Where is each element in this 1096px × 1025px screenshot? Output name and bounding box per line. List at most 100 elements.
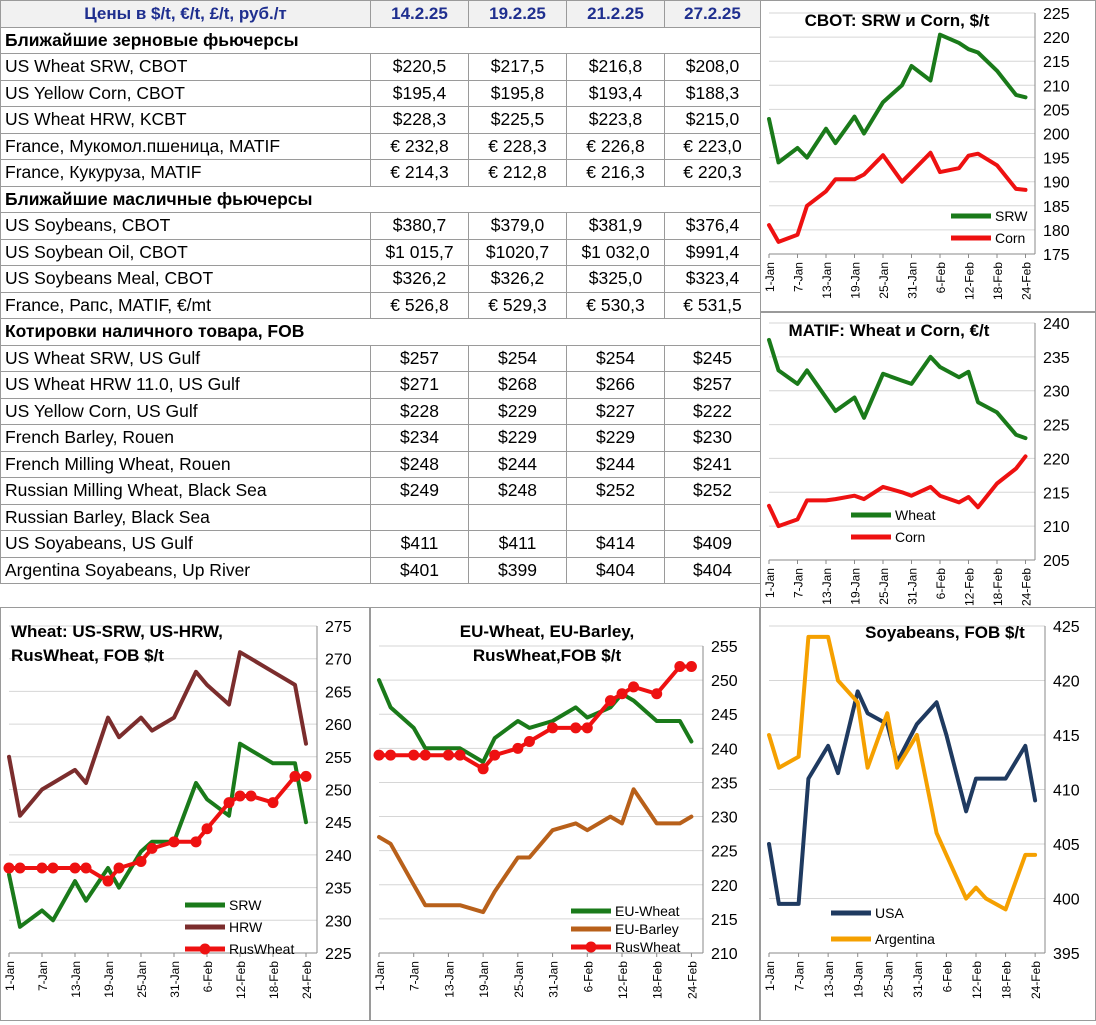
- legend-label: Argentina: [875, 931, 935, 947]
- data-point-ruswheat: [523, 736, 535, 748]
- chart-matif-panel: 205 210 215 220 225 230 235 240 1-Jan 7-Jan 13-Jan…: [760, 312, 1096, 608]
- series-line-srw: [767, 32, 1028, 165]
- table-row: US Soyabeans, US Gulf $411 $411 $414 $409: [0, 530, 761, 558]
- price-cell: $254: [566, 344, 665, 372]
- x-tick-label: 12-Feb: [234, 961, 248, 999]
- data-point-ruswheat: [190, 836, 202, 848]
- price-cell: $266: [566, 371, 665, 399]
- price-cell: $326,2: [370, 265, 469, 293]
- x-tick-label: 19-Jan: [849, 568, 863, 605]
- y-tick-label: 235: [325, 881, 352, 898]
- price-cell: $222: [664, 397, 761, 425]
- x-tick-label: 6-Feb: [201, 961, 215, 993]
- data-point-ruswheat: [289, 770, 301, 782]
- price-cell: $228,3: [370, 106, 469, 134]
- row-label: US Soybeans Meal, CBOT: [0, 265, 371, 293]
- price-cell: € 214,3: [370, 159, 469, 187]
- price-cell: $249: [370, 477, 469, 505]
- x-tick-label: 13-Jan: [820, 262, 834, 299]
- price-cell: $193,4: [566, 79, 665, 107]
- data-point-ruswheat: [14, 862, 26, 874]
- price-cell: $229: [468, 424, 567, 452]
- price-cell: $220,5: [370, 53, 469, 81]
- x-tick-label: 18-Feb: [267, 961, 281, 999]
- data-point-ruswheat: [385, 749, 397, 761]
- price-cell: $230: [664, 424, 761, 452]
- data-point-ruswheat: [267, 797, 279, 809]
- x-tick-label: 12-Feb: [616, 961, 630, 999]
- y-tick-label: 230: [711, 810, 738, 827]
- y-tick-label: 220: [1043, 30, 1070, 47]
- row-label: US Soyabeans, US Gulf: [0, 530, 371, 558]
- series-line-corn: [767, 150, 1028, 244]
- series-line-eu-wheat: [377, 678, 694, 764]
- price-cell: $245: [664, 344, 761, 372]
- table-row: Russian Milling Wheat, Black Sea $249 $248…: [0, 477, 761, 505]
- data-point-ruswheat: [581, 722, 593, 734]
- price-cell: $252: [566, 477, 665, 505]
- price-cell: € 232,8: [370, 132, 469, 160]
- y-tick-label: 405: [1053, 837, 1080, 854]
- x-tick-label: 25-Jan: [135, 961, 149, 998]
- y-tick-label: 215: [1043, 485, 1070, 502]
- table-header-date: 14.2.25: [370, 0, 469, 28]
- legend-label: RusWheat: [229, 941, 294, 957]
- price-cell: $195,4: [370, 79, 469, 107]
- table-header-row: Цены в $/t, €/t, £/t, руб./т 14.2.25 19.2.…: [0, 0, 761, 28]
- x-tick-label: 19-Jan: [852, 961, 866, 998]
- price-cell: € 220,3: [664, 159, 761, 187]
- y-tick-label: 210: [711, 946, 738, 963]
- table-row: US Wheat HRW, KCBT $228,3 $225,5 $223,8 $215…: [0, 106, 761, 134]
- y-tick-label: 250: [325, 783, 352, 800]
- data-point-ruswheat: [651, 688, 663, 700]
- price-cell: € 216,3: [566, 159, 665, 187]
- table-row: France, Мукомол.пшеница, MATIF € 232,8 € 2…: [0, 132, 761, 160]
- price-cell: $208,0: [664, 53, 761, 81]
- row-label: US Wheat HRW, KCBT: [0, 106, 371, 134]
- chart-wheat-fob-panel: 225 230 235 240 245 250 255 260 265 270 275 1-Jan 7-…: [0, 607, 370, 1021]
- price-cell: $1 015,7: [370, 238, 469, 266]
- table-row: US Soybean Oil, CBOT $1 015,7 $1020,7 $1 03…: [0, 238, 761, 266]
- price-cell: $380,7: [370, 212, 469, 240]
- row-label: US Soybean Oil, CBOT: [0, 238, 371, 266]
- data-point-ruswheat: [3, 862, 15, 874]
- y-tick-label: 185: [1043, 199, 1070, 216]
- table-section-row: Котировки наличного товара, FOB: [0, 318, 761, 346]
- price-cell: $215,0: [664, 106, 761, 134]
- x-tick-label: 25-Jan: [512, 961, 526, 998]
- chart-wheat-fob: 225 230 235 240 245 250 255 260 265 270 275 1-Jan 7-…: [3, 619, 352, 999]
- price-cell: $248: [468, 477, 567, 505]
- y-tick-label: 205: [1043, 553, 1070, 570]
- price-cell: $234: [370, 424, 469, 452]
- data-point-ruswheat: [408, 749, 420, 761]
- legend-label: SRW: [995, 208, 1028, 224]
- table-row: France, Рапс, MATIF, €/mt € 526,8 € 529,3 €…: [0, 291, 761, 319]
- data-point-ruswheat: [69, 862, 81, 874]
- y-tick-label: 220: [1043, 451, 1070, 468]
- price-cell: $257: [664, 371, 761, 399]
- chart-eu-fob: 210 215 220 225 230 235 240 245 250 255 1-Jan 7-Jan…: [373, 622, 738, 999]
- row-label: US Wheat SRW, US Gulf: [0, 344, 371, 372]
- y-tick-label: 420: [1053, 674, 1080, 691]
- chart-soy-fob-panel: 395 400 405 410 415 420 425 1-Jan 7-Jan 13-Jan 19-…: [760, 607, 1096, 1021]
- x-tick-label: 6-Feb: [940, 961, 954, 993]
- data-point-ruswheat: [373, 749, 385, 761]
- x-tick-label: 24-Feb: [300, 961, 314, 999]
- row-label: US Wheat SRW, CBOT: [0, 53, 371, 81]
- row-label: France, Кукуруза, MATIF: [0, 159, 371, 187]
- data-point-ruswheat: [168, 836, 180, 848]
- y-tick-label: 260: [325, 717, 352, 734]
- x-tick-label: 24-Feb: [1020, 262, 1034, 300]
- legend-label: Corn: [895, 529, 925, 545]
- price-cell: $379,0: [468, 212, 567, 240]
- y-tick-label: 190: [1043, 175, 1070, 192]
- price-cell: $217,5: [468, 53, 567, 81]
- y-tick-label: 205: [1043, 102, 1070, 119]
- price-cell: $229: [566, 424, 665, 452]
- y-tick-label: 225: [1043, 418, 1070, 435]
- x-tick-label: 1-Jan: [373, 961, 387, 991]
- data-point-ruswheat: [570, 722, 582, 734]
- y-tick-label: 395: [1053, 946, 1080, 963]
- price-cell: $411: [468, 530, 567, 558]
- y-tick-label: 225: [1043, 6, 1070, 23]
